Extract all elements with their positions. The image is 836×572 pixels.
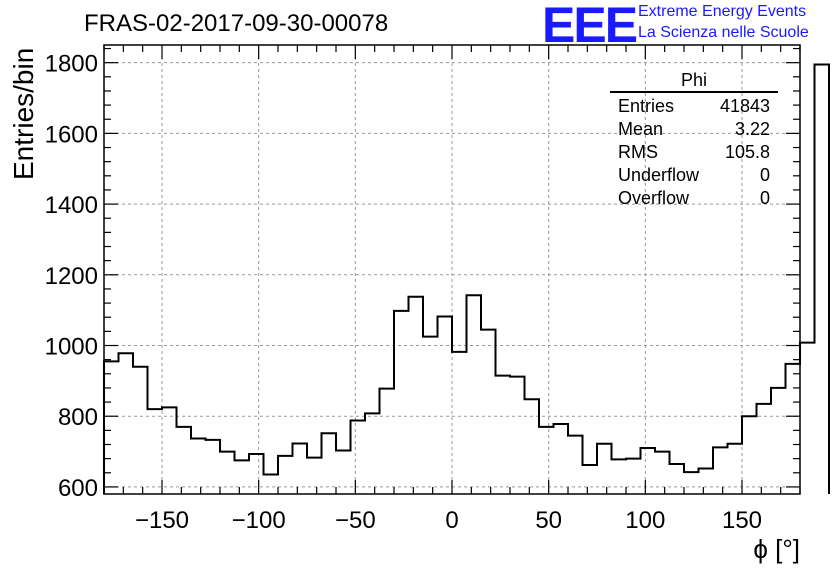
stats-label: Overflow [618,188,690,208]
chart-title: FRAS-02-2017-09-30-00078 [84,10,389,37]
axis-ticks [103,45,801,494]
x-tick-label: −50 [335,507,376,534]
y-tick-label: 600 [58,475,98,502]
stats-box: Phi Entries 41843 Mean 3.22 RMS 105.8 Un… [610,70,778,210]
stats-row-underflow: Underflow 0 [610,164,778,187]
y-tick-label: 1600 [45,121,98,148]
logo-line-2: La Scienza nelle Scuole [638,24,809,41]
y-tick-label: 1200 [45,263,98,290]
stats-label: Underflow [618,165,700,185]
stats-value: 105.8 [724,142,770,162]
y-tick-label: 1800 [45,51,98,78]
stats-title: Phi [610,70,778,93]
x-tick-label: −150 [135,507,189,534]
x-tick-labels: −150 −100 −50 0 50 100 150 [135,507,762,534]
stats-label: Entries [618,96,675,116]
y-tick-labels: 600 800 1000 1200 1400 1600 1800 [45,51,98,502]
x-tick-label: −100 [232,507,286,534]
y-axis-label: Entries/bin [8,48,39,180]
stats-value: 41843 [719,96,770,116]
eee-logo: EEE [542,0,638,53]
x-tick-label: 50 [535,507,562,534]
stats-label: Mean [618,119,664,139]
stats-row-overflow: Overflow 0 [610,187,778,210]
y-tick-label: 1400 [45,192,98,219]
histogram-line [103,63,830,494]
stats-row-mean: Mean 3.22 [610,118,778,141]
stats-value: 0 [759,165,770,185]
y-tick-label: 1000 [45,334,98,361]
logo-line-1: Extreme Energy Events [638,3,807,20]
stats-value: 3.22 [734,119,770,139]
stats-value: 0 [759,188,770,208]
stats-label: RMS [618,142,658,162]
x-tick-label: 150 [722,507,762,534]
stats-row-rms: RMS 105.8 [610,141,778,164]
x-tick-label: 0 [445,507,458,534]
stats-row-entries: Entries 41843 [610,95,778,118]
x-axis-label: ϕ [°] [753,534,800,564]
x-tick-label: 100 [625,507,665,534]
y-tick-label: 800 [58,404,98,431]
